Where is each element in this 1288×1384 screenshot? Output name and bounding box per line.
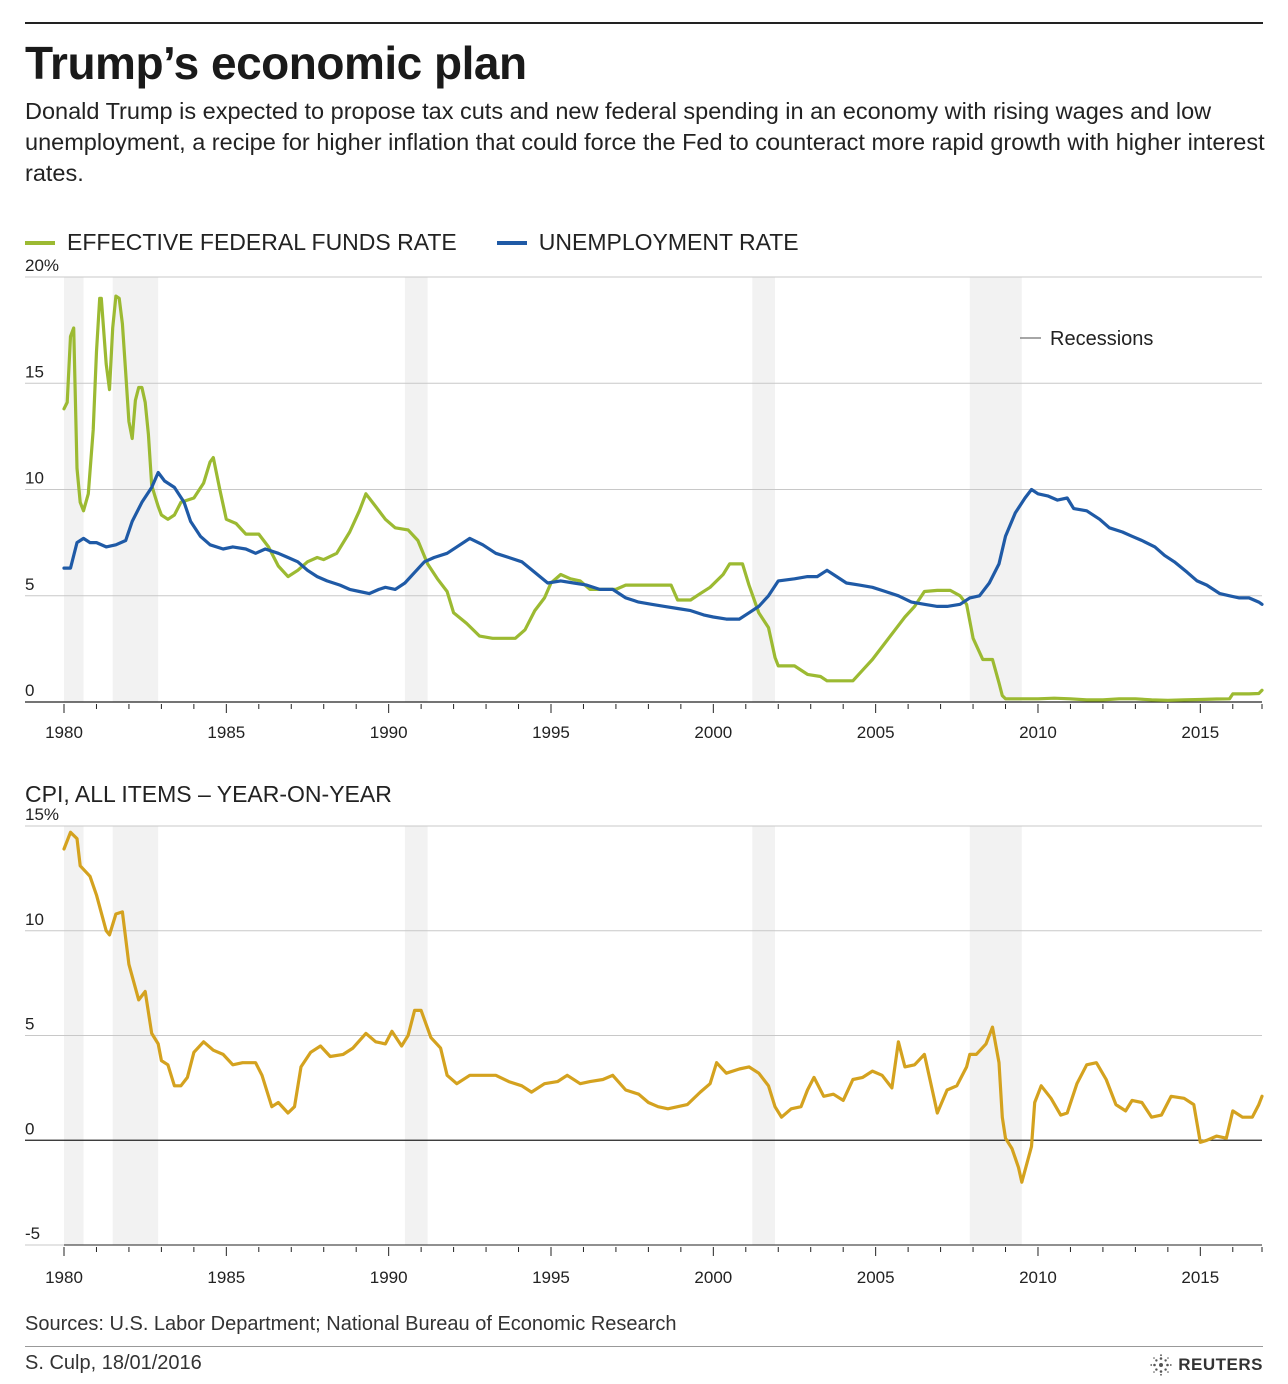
cpi-chart: -5 0 5 10 15% 1980 1985 1990 1995 2000 2005 2010 201… [25, 805, 1264, 1287]
rates-chart: 0 5 10 15 20% 1980 1985 1990 1995 2000 2005 2010 201… [25, 256, 1264, 742]
x-tick-label: 2005 [857, 1268, 895, 1287]
brand-label: REUTERS [1178, 1355, 1263, 1374]
y-tick-label: 10 [25, 469, 44, 488]
legend-label-unemployment: UNEMPLOYMENT RATE [538, 229, 799, 255]
legend-item-unemployment: UNEMPLOYMENT RATE [496, 229, 799, 256]
x-tick-label: 1980 [45, 1268, 83, 1287]
bottom-rule [25, 1346, 1263, 1347]
chart-legend: EFFECTIVE FEDERAL FUNDS RATE UNEMPLOYMEN… [25, 229, 839, 256]
x-tick-label: 1990 [370, 1268, 408, 1287]
series-line-fedfunds [62, 294, 1264, 702]
y-tick-label: 5 [25, 575, 34, 594]
series-line-unemployment [62, 470, 1264, 621]
recession-legend-label: Recessions [1050, 328, 1153, 350]
y-tick-label: 20% [25, 256, 59, 275]
y-tick-label: 10 [25, 910, 44, 929]
legend-swatch-unemployment [496, 240, 527, 245]
y-tick-label: 15 [25, 362, 44, 381]
x-tick-label: 1980 [45, 723, 83, 742]
page-subtitle: Donald Trump is expected to propose tax … [25, 98, 1265, 186]
cpi-chart-title: CPI, ALL ITEMS – YEAR-ON-YEAR [25, 781, 392, 807]
x-tick-label: 2005 [857, 723, 895, 742]
y-tick-label: -5 [25, 1224, 40, 1243]
page-title: Trump’s economic plan [25, 37, 527, 89]
y-tick-label: 0 [25, 681, 34, 700]
x-tick-label: 1985 [207, 723, 245, 742]
legend-item-fedfunds: EFFECTIVE FEDERAL FUNDS RATE [25, 229, 457, 256]
x-tick-label: 1990 [370, 723, 408, 742]
reuters-brand: REUTERS [1150, 1354, 1263, 1376]
top-rule [25, 22, 1263, 24]
x-tick-label: 1985 [207, 1268, 245, 1287]
y-tick-label: 15% [25, 805, 59, 824]
sources-note: Sources: U.S. Labor Department; National… [25, 1313, 677, 1335]
x-tick-label: 2015 [1181, 1268, 1219, 1287]
legend-swatch-fedfunds [25, 240, 55, 245]
x-tick-label: 1995 [532, 723, 570, 742]
x-tick-label: 2010 [1019, 723, 1057, 742]
y-tick-label: 0 [25, 1119, 34, 1138]
x-tick-label: 1995 [532, 1268, 570, 1287]
x-tick-label: 2000 [694, 1268, 732, 1287]
legend-label-fedfunds: EFFECTIVE FEDERAL FUNDS RATE [67, 229, 457, 255]
byline: S. Culp, 18/01/2016 [25, 1352, 202, 1374]
reuters-logo-icon [1150, 1354, 1172, 1376]
y-tick-label: 5 [25, 1015, 34, 1034]
series-line-cpi [62, 830, 1264, 1184]
x-tick-label: 2000 [694, 723, 732, 742]
x-tick-label: 2015 [1181, 723, 1219, 742]
x-tick-label: 2010 [1019, 1268, 1057, 1287]
